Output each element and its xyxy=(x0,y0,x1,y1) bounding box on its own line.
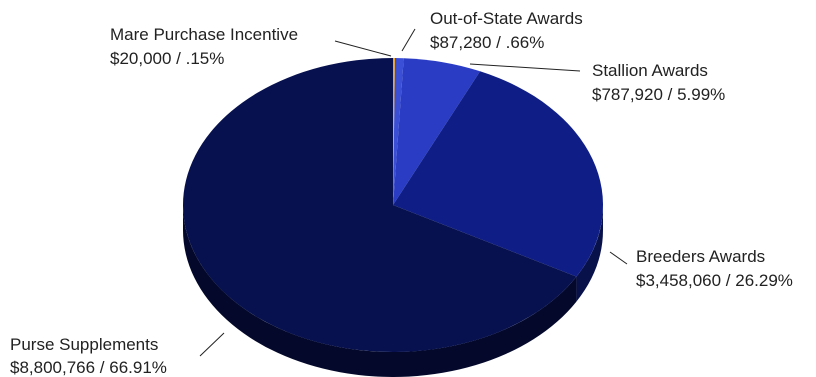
slice-purse-supplements xyxy=(182,58,577,352)
slice-label-breeders: Breeders Awards xyxy=(636,247,765,266)
slice-stallion-awards xyxy=(393,58,481,205)
slice-value-breeders: $3,458,060 / 26.29% xyxy=(636,271,793,290)
leader-line-mare xyxy=(334,40,392,57)
slice-labels: Mare Purchase Incentive $20,000 / .15% O… xyxy=(10,9,793,377)
pie-sides xyxy=(183,205,603,377)
leader-lines xyxy=(199,28,628,357)
slice-label-mare: Mare Purchase Incentive xyxy=(110,25,298,44)
slice-value-out-of-state: $87,280 / .66% xyxy=(430,33,544,52)
slice-label-stallion: Stallion Awards xyxy=(592,61,708,80)
pie-slices xyxy=(182,58,603,352)
slice-value-stallion: $787,920 / 5.99% xyxy=(592,85,725,104)
slice-out-of-state-awards xyxy=(393,58,404,205)
slice-breeders-awards xyxy=(393,71,603,277)
leader-line-breeders xyxy=(609,251,628,265)
leader-line-out-of-state xyxy=(401,28,416,52)
slice-value-mare: $20,000 / .15% xyxy=(110,49,224,68)
slice-label-out-of-state: Out-of-State Awards xyxy=(430,9,583,28)
leader-line-stallion xyxy=(469,63,581,72)
slice-label-purse: Purse Supplements xyxy=(10,335,158,354)
slice-side-breeders-awards xyxy=(576,205,603,302)
slice-side-purse-supplements xyxy=(183,205,577,377)
slice-mare-purchase-incentive xyxy=(393,58,396,205)
slice-value-purse: $8,800,766 / 66.91% xyxy=(10,358,167,377)
leader-line-purse xyxy=(199,332,225,357)
